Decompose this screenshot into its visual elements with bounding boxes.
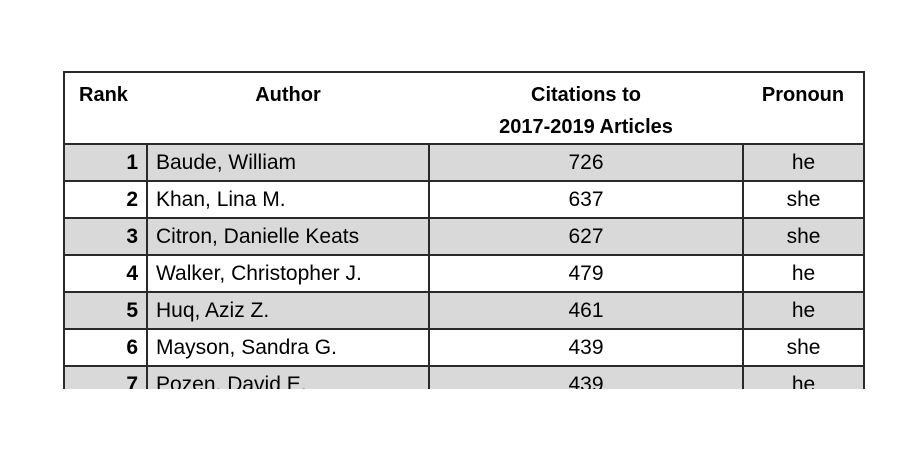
table-row: 1 Baude, William 726 he: [63, 143, 865, 182]
table-row: 6 Mayson, Sandra G. 439 she: [63, 328, 865, 367]
pronoun-cell: she: [742, 328, 865, 367]
header-citations-line1: Citations to: [531, 84, 641, 106]
header-pronoun: Pronoun: [743, 71, 865, 145]
rank-cell: 2: [63, 180, 148, 219]
citations-cell: 439: [428, 328, 744, 367]
table-row: 3 Citron, Danielle Keats 627 she: [63, 217, 865, 256]
author-cell: Pozen, David E.: [146, 365, 430, 389]
citations-cell: 479: [428, 254, 744, 293]
table-row: 4 Walker, Christopher J. 479 he: [63, 254, 865, 293]
table-viewport: Rank Author Citations to 2017-2019 Artic…: [63, 71, 865, 389]
author-cell: Mayson, Sandra G.: [146, 328, 430, 367]
citations-cell: 637: [428, 180, 744, 219]
table-header: Rank Author Citations to 2017-2019 Artic…: [63, 71, 865, 145]
pronoun-cell: she: [742, 180, 865, 219]
citations-cell: 726: [428, 143, 744, 182]
pronoun-cell: he: [742, 291, 865, 330]
header-citations: Citations to 2017-2019 Articles: [429, 71, 743, 145]
author-cell: Huq, Aziz Z.: [146, 291, 430, 330]
rank-cell: 1: [63, 143, 148, 182]
author-cell: Khan, Lina M.: [146, 180, 430, 219]
header-citations-line2: 2017-2019 Articles: [499, 116, 673, 138]
author-cell: Baude, William: [146, 143, 430, 182]
citations-cell: 627: [428, 217, 744, 256]
pronoun-cell: he: [742, 143, 865, 182]
pronoun-cell: she: [742, 217, 865, 256]
table-body: 1 Baude, William 726 he 2 Khan, Lina M. …: [63, 143, 865, 389]
citations-table: Rank Author Citations to 2017-2019 Artic…: [63, 71, 865, 389]
rank-cell: 3: [63, 217, 148, 256]
author-cell: Citron, Danielle Keats: [146, 217, 430, 256]
header-rank: Rank: [63, 71, 147, 145]
pronoun-cell: he: [742, 365, 865, 389]
header-row: Rank Author Citations to 2017-2019 Artic…: [63, 71, 865, 145]
author-cell: Walker, Christopher J.: [146, 254, 430, 293]
rank-cell: 6: [63, 328, 148, 367]
rank-cell: 7: [63, 365, 148, 389]
citations-cell: 439: [428, 365, 744, 389]
header-author: Author: [147, 71, 429, 145]
rank-cell: 4: [63, 254, 148, 293]
citations-cell: 461: [428, 291, 744, 330]
rank-cell: 5: [63, 291, 148, 330]
table-row: 2 Khan, Lina M. 637 she: [63, 180, 865, 219]
table-row: 7 Pozen, David E. 439 he: [63, 365, 865, 389]
pronoun-cell: he: [742, 254, 865, 293]
table-row: 5 Huq, Aziz Z. 461 he: [63, 291, 865, 330]
